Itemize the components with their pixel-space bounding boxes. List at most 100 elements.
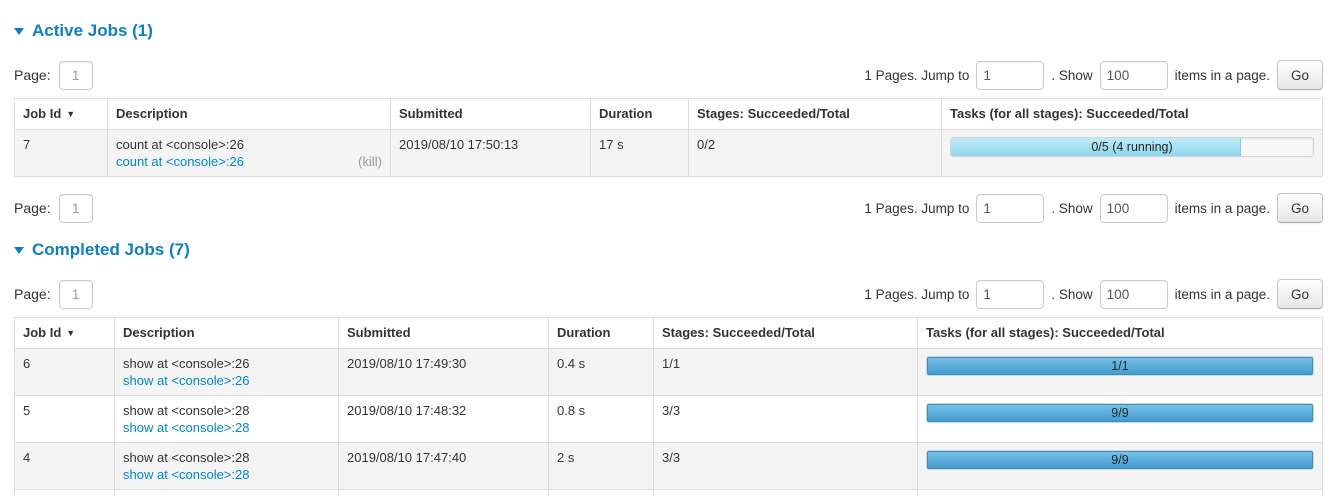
page-label: Page:	[14, 286, 51, 302]
progress-completed-fill	[927, 451, 1313, 469]
table-row: 5 show at <console>:28 show at <console>…	[14, 395, 1323, 443]
job-id-cell: 7	[14, 129, 108, 177]
submitted-cell: 2019/08/10 17:47:40	[338, 442, 549, 490]
go-button[interactable]: Go	[1276, 60, 1323, 90]
col-header-submitted[interactable]: Submitted	[390, 98, 591, 130]
description-cell: show at <console>:26 show at <console>:2…	[114, 348, 339, 396]
progress-running-fill	[951, 138, 1241, 156]
show-label: . Show	[1051, 286, 1093, 302]
completed-jobs-header-row: Job Id ▼ Description Submitted Duration S…	[14, 317, 1323, 349]
col-header-job-id[interactable]: Job Id ▼	[14, 98, 108, 130]
items-label: items in a page.	[1174, 286, 1270, 302]
pages-jump-label: 1 Pages. Jump to	[864, 67, 970, 83]
job-description-text: show at <console>:28	[123, 403, 250, 418]
tasks-cell: 9/9	[917, 395, 1323, 443]
col-header-duration[interactable]: Duration	[590, 98, 689, 130]
col-header-duration[interactable]: Duration	[548, 317, 654, 349]
collapse-arrow-icon	[14, 27, 24, 35]
progress-label: 9/9	[1111, 406, 1129, 420]
sort-desc-icon: ▼	[66, 328, 76, 338]
progress-completed-fill	[927, 357, 1313, 375]
page-number-input[interactable]	[58, 60, 93, 90]
tasks-progress-bar: 9/9	[926, 450, 1314, 470]
stages-cell: 3/3	[653, 442, 918, 490]
table-row-partial	[14, 489, 1323, 496]
job-detail-link[interactable]: show at <console>:26	[123, 373, 250, 388]
stages-cell: 1/1	[653, 348, 918, 396]
job-detail-link[interactable]: count at <console>:26	[116, 154, 244, 169]
job-id-cell: 4	[14, 442, 115, 490]
items-per-page-input[interactable]	[1099, 279, 1168, 309]
active-jobs-title: Active Jobs (1)	[32, 21, 153, 40]
submitted-cell: 2019/08/10 17:49:30	[338, 348, 549, 396]
active-jobs-header[interactable]: Active Jobs (1)	[14, 20, 1323, 42]
submitted-cell: 2019/08/10 17:50:13	[390, 129, 591, 177]
tasks-progress-bar: 9/9	[926, 403, 1314, 423]
page-label: Page:	[14, 200, 51, 216]
completed-jobs-table: Job Id ▼ Description Submitted Duration S…	[14, 317, 1323, 496]
completed-jobs-top-pagination: Page: 1 Pages. Jump to . Show items in a…	[14, 279, 1323, 309]
col-header-tasks[interactable]: Tasks (for all stages): Succeeded/Total	[917, 317, 1323, 349]
completed-jobs-header[interactable]: Completed Jobs (7)	[14, 239, 1323, 261]
job-id-cell: 6	[14, 348, 115, 396]
stages-cell: 0/2	[688, 129, 942, 177]
jump-to-page-input[interactable]	[976, 279, 1045, 309]
col-header-stages[interactable]: Stages: Succeeded/Total	[653, 317, 918, 349]
col-header-description[interactable]: Description	[107, 98, 391, 130]
go-button[interactable]: Go	[1276, 193, 1323, 223]
col-header-job-id[interactable]: Job Id ▼	[14, 317, 115, 349]
col-header-stages[interactable]: Stages: Succeeded/Total	[688, 98, 942, 130]
kill-job-link[interactable]: (kill)	[358, 154, 382, 169]
duration-cell: 2 s	[548, 442, 654, 490]
job-id-cell: 5	[14, 395, 115, 443]
tasks-cell: 1/1	[917, 348, 1323, 396]
page-number-input[interactable]	[58, 193, 93, 223]
sort-desc-icon: ▼	[66, 109, 76, 119]
stages-cell: 3/3	[653, 395, 918, 443]
description-cell: count at <console>:26 count at <console>…	[107, 129, 391, 177]
table-row: 4 show at <console>:28 show at <console>…	[14, 442, 1323, 490]
pages-jump-label: 1 Pages. Jump to	[864, 200, 970, 216]
items-label: items in a page.	[1174, 67, 1270, 83]
active-jobs-header-row: Job Id ▼ Description Submitted Duration S…	[14, 98, 1323, 130]
page-label: Page:	[14, 67, 51, 83]
jump-to-page-input[interactable]	[976, 193, 1045, 223]
items-label: items in a page.	[1174, 200, 1270, 216]
description-cell: show at <console>:28 show at <console>:2…	[114, 395, 339, 443]
show-label: . Show	[1051, 200, 1093, 216]
col-header-submitted[interactable]: Submitted	[338, 317, 549, 349]
progress-label: 0/5 (4 running)	[1091, 140, 1173, 154]
page-number-input[interactable]	[58, 279, 93, 309]
col-header-tasks[interactable]: Tasks (for all stages): Succeeded/Total	[941, 98, 1323, 130]
table-row: 7 count at <console>:26 count at <consol…	[14, 129, 1323, 177]
job-detail-link[interactable]: show at <console>:28	[123, 420, 250, 435]
job-detail-link[interactable]: show at <console>:28	[123, 467, 250, 482]
progress-label: 9/9	[1111, 453, 1129, 467]
progress-completed-fill	[927, 404, 1313, 422]
completed-jobs-title: Completed Jobs (7)	[32, 240, 190, 259]
collapse-arrow-icon	[14, 246, 24, 254]
tasks-cell: 0/5 (4 running)	[941, 129, 1323, 177]
tasks-progress-bar: 0/5 (4 running)	[950, 137, 1314, 157]
active-jobs-bottom-pagination: Page: 1 Pages. Jump to . Show items in a…	[14, 193, 1323, 223]
description-cell: show at <console>:28 show at <console>:2…	[114, 442, 339, 490]
items-per-page-input[interactable]	[1099, 193, 1168, 223]
table-row: 6 show at <console>:26 show at <console>…	[14, 348, 1323, 396]
duration-cell: 0.4 s	[548, 348, 654, 396]
jump-to-page-input[interactable]	[976, 60, 1045, 90]
submitted-cell: 2019/08/10 17:48:32	[338, 395, 549, 443]
tasks-progress-bar: 1/1	[926, 356, 1314, 376]
job-description-text: show at <console>:28	[123, 450, 250, 465]
active-jobs-table: Job Id ▼ Description Submitted Duration S…	[14, 98, 1323, 177]
go-button[interactable]: Go	[1276, 279, 1323, 309]
col-header-description[interactable]: Description	[114, 317, 339, 349]
job-description-text: show at <console>:26	[123, 356, 250, 371]
show-label: . Show	[1051, 67, 1093, 83]
progress-label: 1/1	[1111, 359, 1129, 373]
duration-cell: 17 s	[590, 129, 689, 177]
items-per-page-input[interactable]	[1099, 60, 1168, 90]
pages-jump-label: 1 Pages. Jump to	[864, 286, 970, 302]
duration-cell: 0.8 s	[548, 395, 654, 443]
job-description-text: count at <console>:26	[116, 137, 244, 152]
